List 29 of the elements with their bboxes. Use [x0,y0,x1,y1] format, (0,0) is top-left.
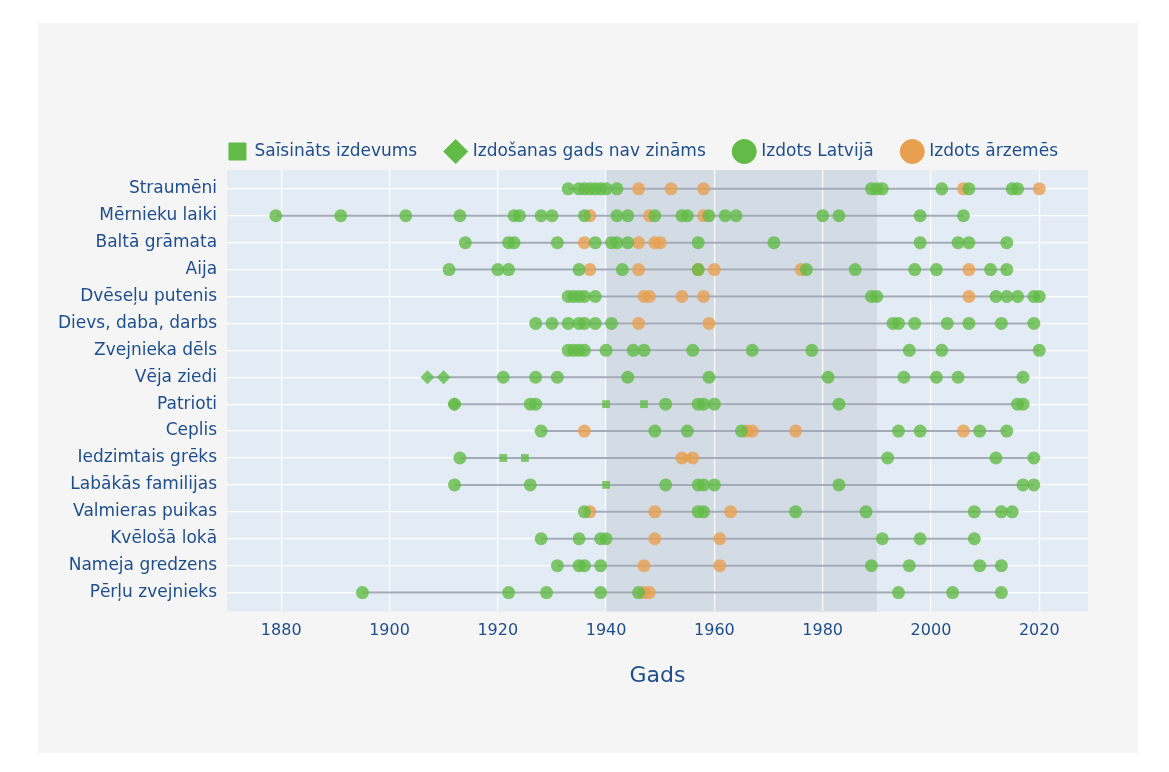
y-tick-label: Dvēseļu putenis [80,284,218,305]
y-tick-label: Mērnieku laiki [99,204,218,225]
y-tick-label: Valmieras puikas [73,500,218,521]
y-tick-label: Labākās familijas [70,473,218,494]
legend-label: Izdots ārzemēs [929,139,1059,160]
y-tick-label: Straumēni [128,177,218,198]
y-tick-label: Ceplis [165,419,218,440]
x-axis-title: Gads [629,661,686,687]
y-tick-label: Dievs, daba, darbs [57,311,218,332]
x-tick-label: 2020 [1018,620,1060,640]
x-tick-label: 2000 [910,620,952,640]
legend-label: Izdošanas gads nav zināms [472,139,706,160]
x-tick-label: 1960 [694,620,735,640]
y-tick-label: Iedzimtais grēks [77,446,218,467]
y-tick-label: Patrioti [156,392,218,413]
y-tick-label: Kvēlošā lokā [110,527,218,548]
x-tick-label: 1900 [369,620,410,640]
y-tick-label: Pērļu zvejnieks [89,580,218,601]
y-tick-label: Zvejnieka dēls [94,338,218,359]
y-tick-label: Vēja ziedi [134,365,218,386]
legend-label: Izdots Latvijā [761,139,874,160]
y-tick-label: Nameja gredzens [68,554,218,575]
x-tick-label: 1880 [260,620,302,640]
x-tick-label: 1940 [585,620,627,640]
legend-label: Saīsināts izdevums [254,139,418,160]
y-tick-label: Aija [185,258,218,279]
y-tick-label: Baltā grāmata [95,231,218,252]
x-tick-label: 1980 [802,620,844,640]
x-tick-label: 1920 [477,620,519,640]
